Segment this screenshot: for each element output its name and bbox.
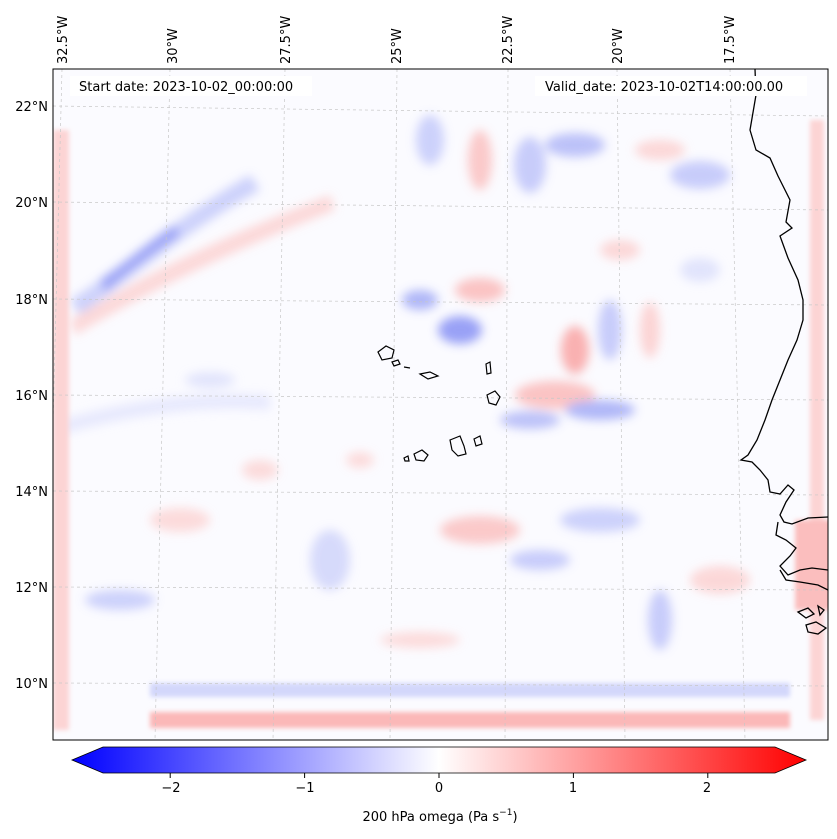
lat-label: 12°N: [15, 581, 48, 596]
colorbar-title: 200 hPa omega (Pa s−1): [362, 808, 517, 825]
lat-label: 16°N: [15, 389, 48, 404]
lon-label: 27.5°W: [279, 16, 294, 64]
colorbar-title-close: ): [512, 810, 517, 825]
colorbar-tick-label: −2: [161, 781, 180, 796]
lon-label: 25°W: [390, 28, 405, 64]
colorbar: −2 −1 0 1 2 200 hPa omega (Pa s−1): [70, 746, 808, 825]
omega-field: [53, 69, 828, 740]
lat-label: 22°N: [15, 100, 48, 115]
valid-date-label: Valid_date: 2023-10-02T14:00:00.00: [545, 80, 783, 95]
start-date-label: Start date: 2023-10-02_00:00:00: [79, 80, 293, 95]
lon-label: 20°W: [611, 28, 626, 64]
lat-label: 18°N: [15, 293, 48, 308]
valid-date-box: Valid_date: 2023-10-02T14:00:00.00: [535, 76, 807, 96]
colorbar-tick-label: 0: [435, 781, 443, 796]
gridlines: [53, 69, 828, 740]
lat-label: 10°N: [15, 677, 48, 692]
colorbar-tick-label: 2: [703, 781, 711, 796]
colorbar-title-text: 200 hPa omega (Pa s: [362, 810, 499, 825]
africa-coastline: [739, 69, 828, 635]
colorbar-ticks: [169, 773, 709, 778]
lon-label: 22.5°W: [501, 16, 516, 64]
colorbar-title-exponent: −1: [499, 808, 512, 818]
lon-label: 30°W: [166, 28, 181, 64]
cape-verde-islands: [377, 345, 501, 462]
colorbar-body: [70, 746, 808, 774]
lat-label: 14°N: [15, 485, 48, 500]
start-date-box: Start date: 2023-10-02_00:00:00: [70, 76, 312, 96]
colorbar-tick-label: −1: [295, 781, 314, 796]
longitude-labels: 32.5°W 30°W 27.5°W 25°W 22.5°W 20°W 17.5…: [56, 16, 738, 64]
latitude-labels: 22°N 20°N 18°N 16°N 14°N 12°N 10°N: [15, 100, 48, 692]
colorbar-tick-labels: −2 −1 0 1 2: [161, 781, 711, 796]
lon-label: 32.5°W: [56, 16, 71, 64]
lon-label: 17.5°W: [723, 16, 738, 64]
colorbar-tick-label: 1: [569, 781, 577, 796]
map-frame: [52, 68, 829, 741]
lat-label: 20°N: [15, 196, 48, 211]
